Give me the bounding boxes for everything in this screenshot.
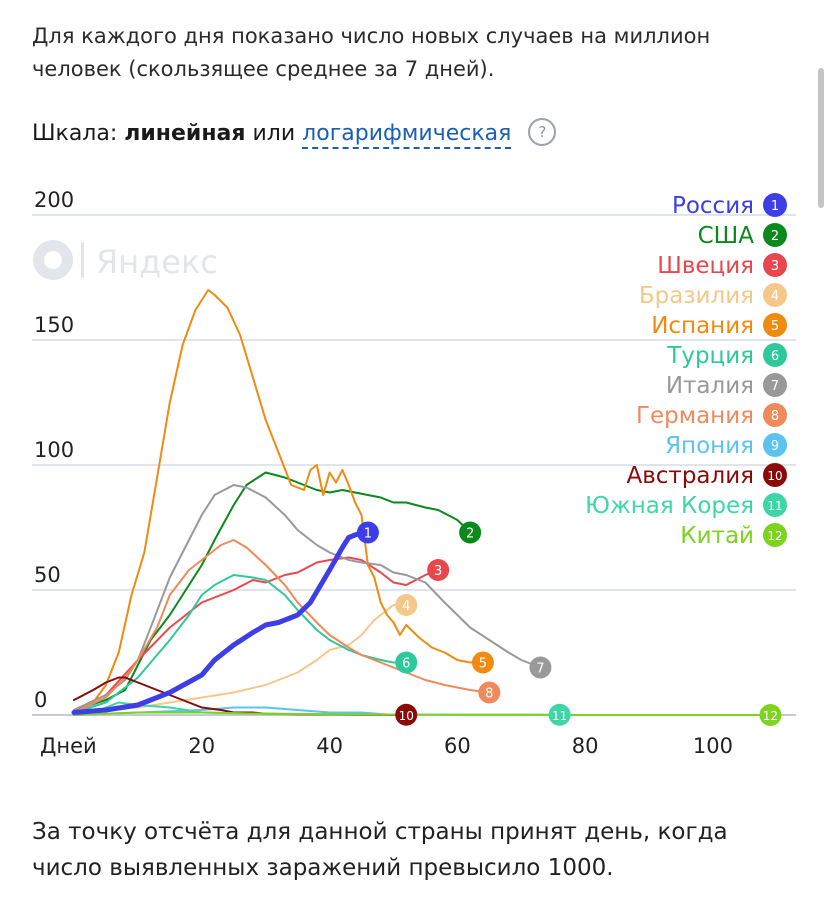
watermark-text: Яндекс xyxy=(96,243,218,281)
y-tick-label: 100 xyxy=(34,438,74,462)
legend-badge-number: 12 xyxy=(767,529,782,543)
series-end-label: 1 xyxy=(364,527,372,542)
x-tick-label: 60 xyxy=(444,734,471,758)
series-end-label: 12 xyxy=(763,709,778,723)
legend-badge[interactable] xyxy=(763,313,787,337)
series-line xyxy=(71,530,371,715)
legend-badge[interactable] xyxy=(763,523,787,547)
legend-label[interactable]: Южная Корея xyxy=(585,493,754,519)
series-end-marker xyxy=(759,704,782,726)
series-line xyxy=(73,484,542,711)
series-end-marker xyxy=(395,594,418,616)
series-end-label: 10 xyxy=(399,709,414,723)
legend-badge-number: 5 xyxy=(771,319,779,334)
series-end-marker xyxy=(471,651,494,674)
legend-badge[interactable] xyxy=(763,433,787,457)
legend-label[interactable]: США xyxy=(698,223,755,249)
legend-label[interactable]: Бразилия xyxy=(639,283,754,309)
series-end-marker xyxy=(395,651,418,674)
series-line xyxy=(73,539,491,714)
legend-badge-number: 4 xyxy=(771,289,779,304)
series-end-label: 3 xyxy=(434,564,442,579)
legend-label[interactable]: Турция xyxy=(666,343,754,369)
series-line xyxy=(73,604,408,714)
y-tick-label: 200 xyxy=(34,188,74,212)
watermark-logo-inner-icon xyxy=(44,251,62,269)
legend-badge-number: 1 xyxy=(771,199,779,214)
legend-badge-number: 9 xyxy=(771,439,779,454)
y-tick-label: 150 xyxy=(34,313,74,337)
legend-badge[interactable] xyxy=(763,403,787,427)
series-end-marker xyxy=(529,656,552,679)
series-end-label: 2 xyxy=(466,527,474,542)
series-line xyxy=(73,289,484,711)
legend-badge[interactable] xyxy=(763,283,787,307)
series-end-marker xyxy=(478,681,501,704)
scale-or-text: или xyxy=(252,121,296,146)
legend-badge[interactable] xyxy=(763,193,787,217)
series-end-label: 8 xyxy=(485,687,493,702)
legend-badge[interactable] xyxy=(763,493,787,517)
help-icon[interactable]: ? xyxy=(528,118,557,146)
series-end-marker xyxy=(356,521,379,544)
scale-label: Шкала: xyxy=(32,121,118,146)
x-tick-label: 100 xyxy=(693,734,733,758)
series-end-marker xyxy=(395,703,418,726)
x-tick-label: 80 xyxy=(572,734,599,758)
legend-badge-number: 8 xyxy=(771,409,779,424)
legend-label[interactable]: Италия xyxy=(666,373,754,399)
legend-badge-number: 3 xyxy=(771,259,779,274)
series-end-label: 4 xyxy=(402,599,410,614)
legend-badge[interactable] xyxy=(763,373,787,397)
legend-badge[interactable] xyxy=(763,463,787,487)
chart-footnote: За точку отсчёта для данной страны приня… xyxy=(32,819,728,881)
scrollbar[interactable] xyxy=(818,68,824,208)
scale-log-option[interactable]: логарифмическая xyxy=(302,121,512,149)
chart-description: Для каждого дня показано число новых слу… xyxy=(32,24,711,81)
legend-label[interactable]: Япония xyxy=(665,433,754,459)
series-line xyxy=(73,711,772,716)
x-tick-label: 40 xyxy=(316,734,343,758)
legend-label[interactable]: Германия xyxy=(636,403,754,429)
scale-selector: Шкала: линейная или логарифмическая ? xyxy=(32,118,557,149)
series-end-marker xyxy=(427,559,450,581)
series-end-label: 11 xyxy=(552,709,567,723)
x-tick-label: 20 xyxy=(188,734,215,758)
series-line xyxy=(73,556,440,711)
yandex-watermark: Яндекс xyxy=(33,240,218,281)
y-tick-label: 0 xyxy=(34,688,47,712)
series-end-marker xyxy=(548,703,571,726)
legend-badge-number: 7 xyxy=(771,379,779,394)
legend-badge-number: 6 xyxy=(771,349,779,364)
legend-label[interactable]: Испания xyxy=(651,313,754,339)
legend-badge[interactable] xyxy=(763,253,787,277)
legend-badge[interactable] xyxy=(763,343,787,367)
legend-label[interactable]: Австралия xyxy=(626,463,754,489)
series-end-label: 6 xyxy=(402,657,410,672)
series-end-marker xyxy=(459,521,482,544)
legend-label[interactable]: Швеция xyxy=(657,253,754,279)
legend-badge-number: 10 xyxy=(767,469,782,483)
scale-linear-option[interactable]: линейная xyxy=(124,121,246,146)
series-end-label: 7 xyxy=(536,662,544,677)
legend-badge-number: 2 xyxy=(771,229,779,244)
series-line xyxy=(73,471,472,711)
x-axis-label: Дней xyxy=(40,734,97,758)
series-end-label: 5 xyxy=(479,657,487,672)
legend-label[interactable]: Китай xyxy=(680,523,754,549)
legend-badge-number: 11 xyxy=(767,499,782,513)
legend-badge[interactable] xyxy=(763,223,787,247)
watermark-divider xyxy=(81,242,84,278)
y-tick-label: 50 xyxy=(34,563,61,587)
legend-label[interactable]: Россия xyxy=(672,193,754,219)
